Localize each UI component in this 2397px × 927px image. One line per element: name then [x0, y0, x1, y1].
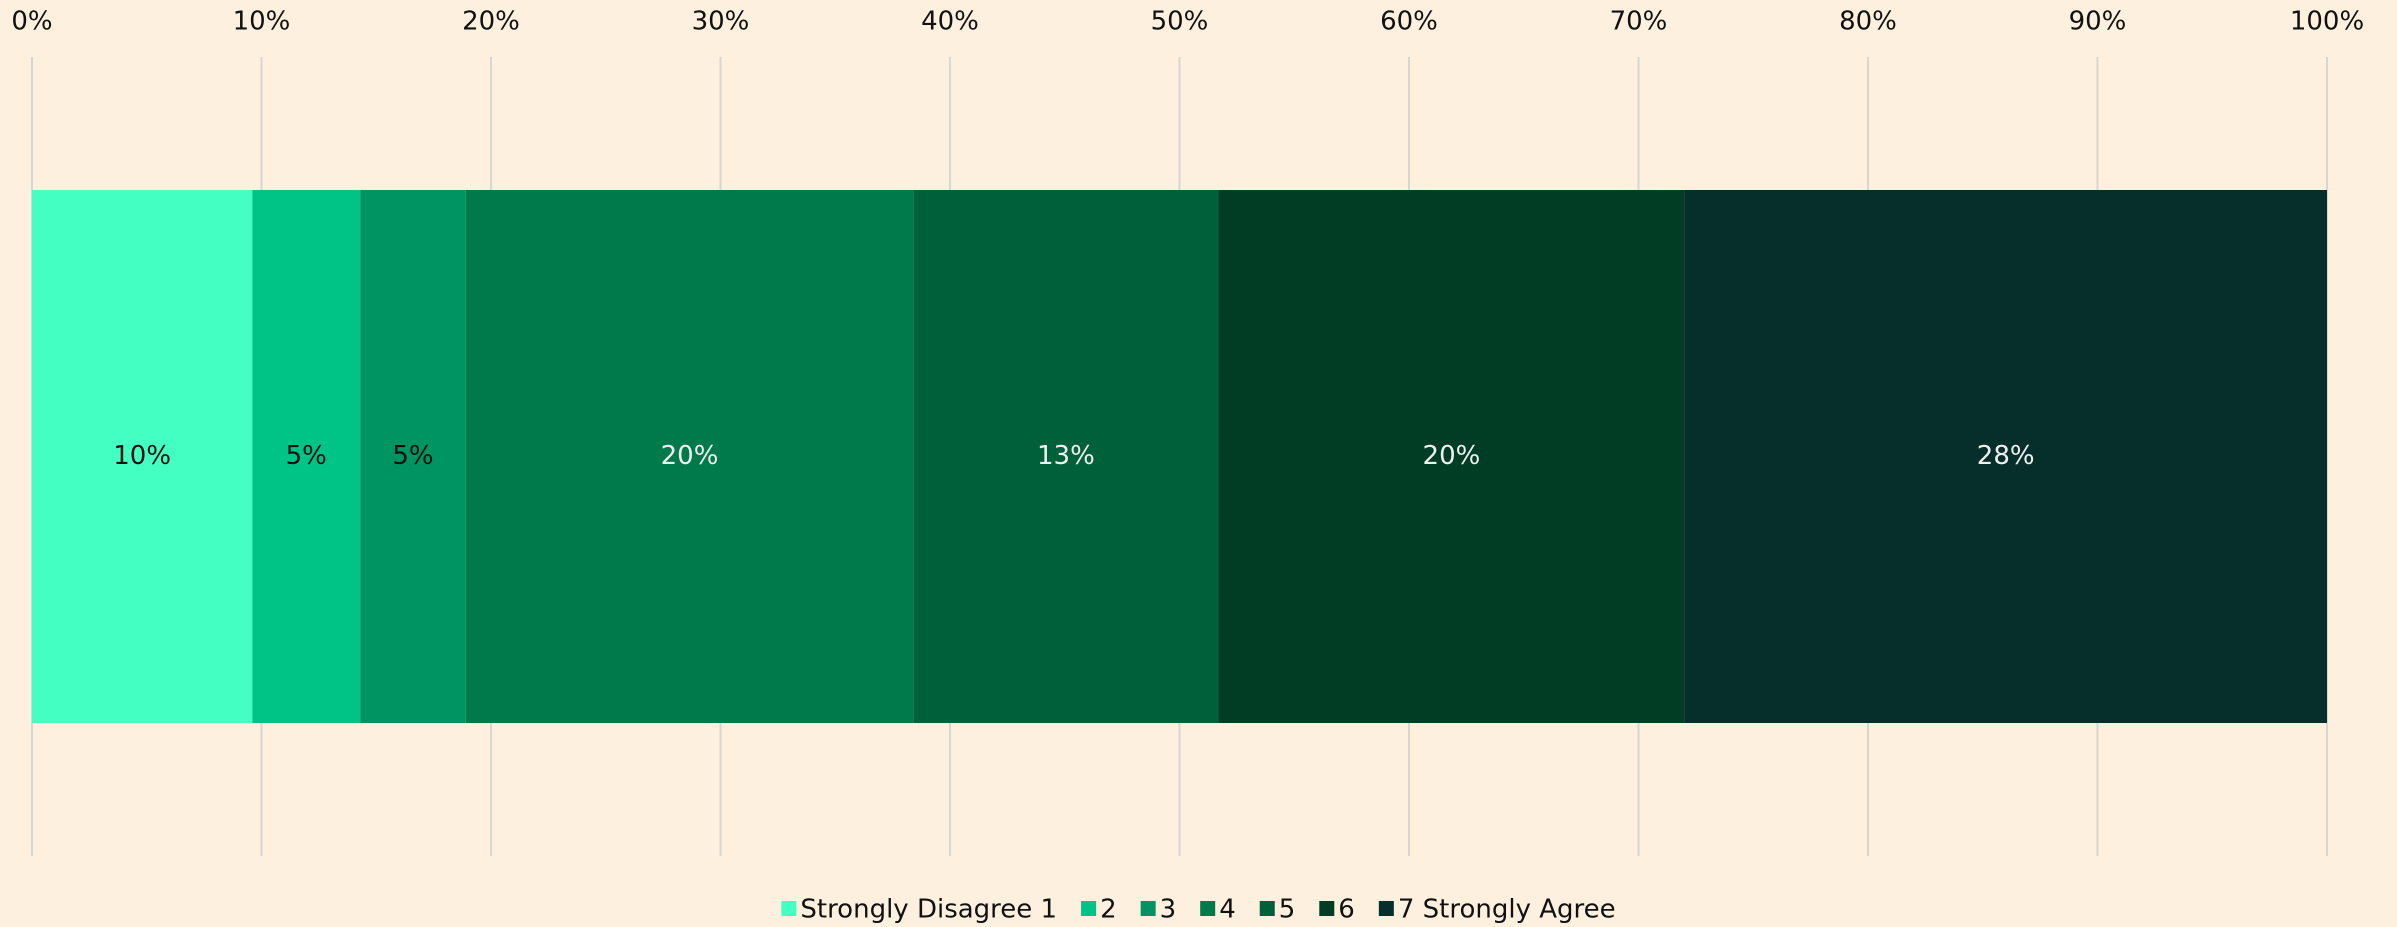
data-label: 20%	[1423, 441, 1481, 471]
x-tick-label: 80%	[1839, 7, 1897, 37]
data-label: 5%	[286, 441, 327, 471]
legend-swatch	[781, 901, 797, 916]
legend-swatch	[1259, 901, 1275, 916]
legend-label: 7 Strongly Agree	[1398, 895, 1616, 925]
legend-swatch	[1378, 901, 1394, 916]
bar-segment	[1218, 190, 1685, 723]
bar-segment	[360, 190, 466, 723]
x-tick-label: 50%	[1151, 7, 1209, 37]
bar-segment	[913, 190, 1219, 723]
x-tick-label: 0%	[11, 7, 52, 37]
data-label: 20%	[661, 441, 719, 471]
legend-swatch	[1319, 901, 1335, 916]
bar-segment	[465, 190, 914, 723]
legend-label: 6	[1338, 895, 1355, 925]
bar-segment	[32, 190, 253, 723]
legend-swatch	[1140, 901, 1156, 916]
legend-label: 4	[1219, 895, 1236, 925]
legend-label: Strongly Disagree 1	[800, 895, 1057, 925]
x-tick-label: 30%	[692, 7, 750, 37]
legend-label: 2	[1100, 895, 1117, 925]
legend: Strongly Disagree 1 2 3 4 5 6 7 Strongly Agree	[781, 895, 1616, 925]
legend-label: 3	[1160, 895, 1177, 925]
x-tick-label: 40%	[921, 7, 979, 37]
legend-label: 5	[1279, 895, 1296, 925]
legend-swatch	[1200, 901, 1216, 916]
x-tick-label: 100%	[2290, 7, 2364, 37]
x-tick-label: 70%	[1610, 7, 1668, 37]
x-tick-label: 20%	[462, 7, 520, 37]
bar-segment	[1684, 190, 2327, 723]
data-label: 10%	[113, 441, 171, 471]
bar-segment	[252, 190, 361, 723]
data-label: 13%	[1037, 441, 1095, 471]
x-tick-label: 90%	[2069, 7, 2127, 37]
data-label: 28%	[1977, 441, 2035, 471]
x-tick-label: 60%	[1380, 7, 1438, 37]
data-label: 5%	[392, 441, 433, 471]
x-tick-label: 10%	[233, 7, 291, 37]
legend-swatch	[1081, 901, 1097, 916]
